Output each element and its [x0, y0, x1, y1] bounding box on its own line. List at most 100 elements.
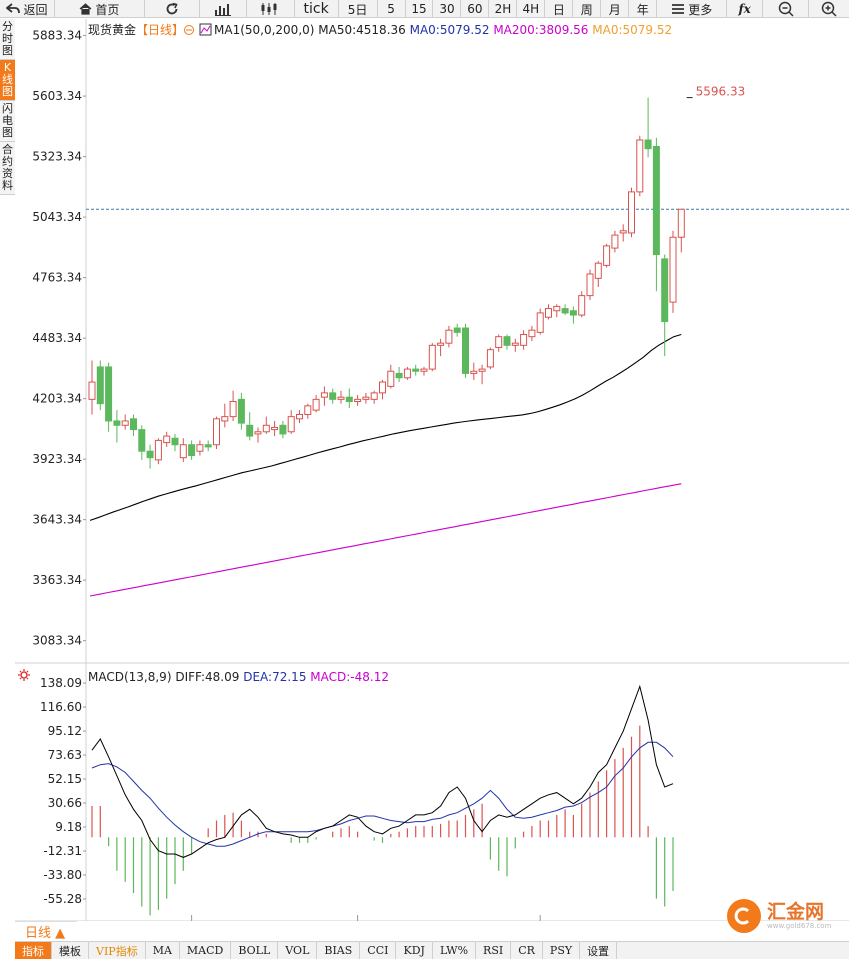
candle-body	[503, 336, 511, 346]
candle-body	[204, 444, 212, 448]
bias-tab[interactable]: BIAS	[317, 942, 361, 959]
dea-line	[91, 741, 674, 847]
candle-body	[586, 273, 594, 297]
tab-flash[interactable]: 闪电图	[0, 101, 15, 142]
vol-tab[interactable]: VOL	[278, 942, 318, 959]
candle	[96, 360, 104, 411]
cci-tab[interactable]: CCI	[360, 942, 397, 959]
macd-y-tick-label: 52.15	[48, 772, 82, 786]
candle	[511, 338, 519, 352]
lw-tab[interactable]: LW%	[433, 942, 477, 959]
template-tab-label: 模板	[59, 944, 81, 958]
period-year-button[interactable]: 年	[629, 0, 658, 18]
candle	[329, 388, 337, 404]
tab-label: K线图	[2, 61, 13, 98]
ma1-label: MA1(50,0,200,0)	[214, 23, 314, 37]
y-tick-label: 5603.34	[32, 89, 82, 103]
candle-body	[478, 368, 486, 372]
chart-area[interactable]: 5883.34 5603.34 5323.34 5043.34 4763.34 4483.…	[0, 19, 849, 921]
candle-style-button[interactable]	[247, 0, 295, 18]
y-tick-label: 4203.34	[32, 392, 82, 406]
period-5-button[interactable]: 5	[378, 0, 406, 18]
refresh-button[interactable]	[145, 0, 200, 18]
more-button[interactable]: 更多	[657, 0, 728, 18]
cr-tab-label: CR	[518, 944, 535, 957]
candle-body	[561, 308, 569, 314]
period-30-button[interactable]: 30	[433, 0, 462, 18]
period-2h-button[interactable]: 2H	[489, 0, 518, 18]
candle	[320, 386, 328, 406]
candle-body	[569, 310, 577, 316]
indicator-tab[interactable]: 指标	[15, 942, 52, 959]
boll-tab[interactable]: BOLL	[231, 942, 279, 959]
back-button[interactable]: 返回	[0, 0, 55, 18]
ma-indicator-icon	[199, 23, 212, 36]
candle	[420, 366, 428, 376]
period-week-button[interactable]: 周	[573, 0, 602, 18]
candle	[138, 425, 146, 460]
candle-body	[163, 435, 171, 444]
rsi-tab[interactable]: RSI	[476, 942, 512, 959]
candle	[387, 364, 395, 389]
zoom-in-button[interactable]	[809, 0, 849, 18]
ma-tab-label: MA	[152, 944, 172, 957]
vip-tab-label: VIP指标	[96, 944, 138, 958]
candle-body	[113, 420, 121, 426]
bar-chart-icon	[214, 4, 231, 16]
tick-button[interactable]: tick	[295, 0, 339, 18]
ma-tab[interactable]: MA	[146, 942, 180, 959]
candle-body	[138, 429, 146, 452]
template-tab[interactable]: 模板	[52, 942, 89, 959]
candle	[520, 330, 528, 350]
period-60-button[interactable]: 60	[461, 0, 490, 18]
candle-body	[154, 439, 162, 461]
candle	[619, 224, 627, 242]
period-day-button[interactable]: 日	[545, 0, 574, 18]
candle-body	[296, 413, 303, 420]
candle-body	[495, 336, 503, 348]
range-5d-button[interactable]: 5日	[339, 0, 378, 18]
zoom-out-button[interactable]	[763, 0, 810, 18]
cr-tab[interactable]: CR	[511, 942, 543, 959]
formula-button[interactable]: fx	[727, 0, 764, 18]
candle	[105, 362, 113, 432]
period-tag: 【日线】	[136, 23, 184, 37]
candle-body	[387, 370, 395, 387]
period-month-button[interactable]: 月	[601, 0, 630, 18]
candle	[113, 410, 121, 443]
chart-type-button[interactable]	[200, 0, 247, 18]
candle	[354, 395, 362, 406]
period-15-button[interactable]: 15	[406, 0, 434, 18]
legend-toggle-icon[interactable]	[184, 25, 194, 35]
candle-body	[520, 334, 528, 346]
candle-body	[287, 416, 295, 433]
period-range-tab[interactable]: 日线 ▲	[15, 921, 77, 941]
candle-body	[262, 424, 270, 433]
psy-tab[interactable]: PSY	[543, 942, 581, 959]
period-4h-button[interactable]: 4H	[517, 0, 546, 18]
candle-body	[329, 392, 337, 400]
macd-tab-label: MACD	[186, 944, 224, 957]
tab-contract-info[interactable]: 合约资料	[0, 142, 15, 195]
candle	[130, 414, 137, 437]
tab-timeshare[interactable]: 分时图	[0, 19, 15, 60]
candle-body	[536, 312, 544, 333]
vip-indicator-tab[interactable]: VIP指标	[89, 942, 146, 959]
candle	[229, 390, 237, 421]
logo-name: 汇金网	[767, 900, 825, 923]
boll-tab-label: BOLL	[238, 944, 271, 957]
psy-tab-label: PSY	[549, 944, 573, 957]
candle	[503, 334, 511, 350]
settings-tab-label: 设置	[587, 944, 610, 958]
candle	[204, 440, 212, 452]
home-button[interactable]: 首页	[55, 0, 145, 18]
candle-body	[304, 405, 312, 415]
macd-tab[interactable]: MACD	[180, 942, 232, 959]
settings-tab[interactable]: 设置	[580, 942, 618, 959]
settings-gear-icon[interactable]	[18, 669, 30, 681]
kdj-tab[interactable]: KDJ	[396, 942, 433, 959]
candle	[370, 390, 378, 404]
candle	[594, 261, 602, 287]
main-legend: 现货黄金【日线】	[88, 22, 184, 37]
tab-kline[interactable]: K线图	[0, 60, 15, 101]
